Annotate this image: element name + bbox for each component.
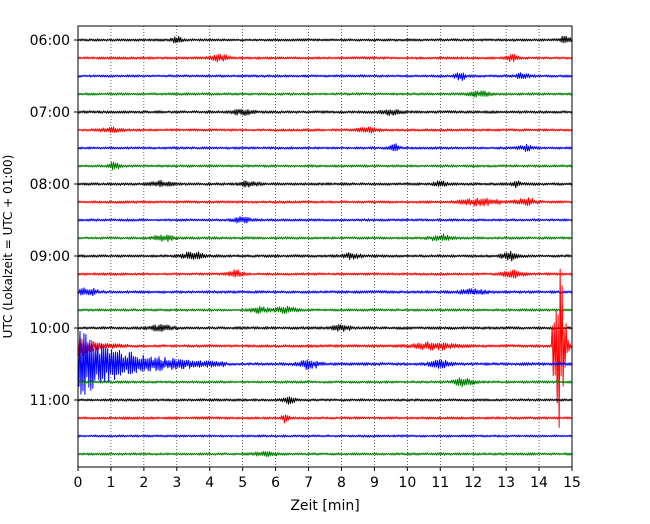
trace-0615 xyxy=(77,53,573,63)
plot-frame xyxy=(77,25,573,468)
trace-0715 xyxy=(77,126,573,134)
y-tick-label-0600: 06:00 xyxy=(30,33,70,49)
x-tick-label-5: 5 xyxy=(238,475,247,491)
y-axis-label: UTC (Lokalzeit = UTC + 01:00) xyxy=(1,155,15,339)
x-axis-ticks: 0 1 2 3 4 5 6 7 8 9 10 11 12 13 14 15 xyxy=(74,467,581,491)
y-tick-label-1000: 10:00 xyxy=(30,321,70,337)
trace-0815 xyxy=(77,197,573,207)
y-tick-label-0900: 09:00 xyxy=(30,249,70,265)
trace-0845 xyxy=(77,233,573,243)
trace-0945 xyxy=(77,305,573,315)
x-tick-label-13: 13 xyxy=(497,475,515,491)
x-tick-label-1: 1 xyxy=(106,475,115,491)
trace-0730 xyxy=(77,143,573,152)
trace-1045 xyxy=(77,377,573,388)
y-tick-label-0800: 08:00 xyxy=(30,177,70,193)
trace-0700 xyxy=(77,108,573,116)
trace-1030 xyxy=(77,330,573,395)
x-tick-label-10: 10 xyxy=(398,475,416,491)
x-tick-label-8: 8 xyxy=(337,475,346,491)
x-tick-label-11: 11 xyxy=(431,475,449,491)
x-tick-label-0: 0 xyxy=(74,475,83,491)
x-axis-label: Zeit [min] xyxy=(290,498,359,514)
x-tick-label-3: 3 xyxy=(172,475,181,491)
trace-0830 xyxy=(77,216,573,224)
trace-0600 xyxy=(77,35,573,44)
x-tick-label-7: 7 xyxy=(304,475,313,491)
x-tick-label-2: 2 xyxy=(139,475,148,491)
x-tick-label-15: 15 xyxy=(563,475,581,491)
trace-0900 xyxy=(77,250,573,262)
trace-0915 xyxy=(77,269,573,279)
trace-0645 xyxy=(77,90,573,98)
trace-0745 xyxy=(77,161,573,171)
x-tick-label-14: 14 xyxy=(530,475,548,491)
x-tick-label-6: 6 xyxy=(271,475,280,491)
trace-0800 xyxy=(77,179,573,189)
trace-1130 xyxy=(77,434,573,438)
x-tick-label-4: 4 xyxy=(205,475,214,491)
trace-1115 xyxy=(77,414,573,424)
trace-0630 xyxy=(77,72,573,82)
trace-0930 xyxy=(77,287,573,297)
y-tick-label-0700: 07:00 xyxy=(30,105,70,121)
y-axis-ticks: 06:00 07:00 08:00 09:00 10:00 11:00 xyxy=(30,33,78,409)
trace-1100 xyxy=(77,396,573,405)
trace-1145 xyxy=(77,450,573,458)
x-tick-label-9: 9 xyxy=(370,475,379,491)
trace-1015 xyxy=(77,268,573,428)
x-tick-label-12: 12 xyxy=(464,475,482,491)
y-tick-label-1100: 11:00 xyxy=(30,393,70,409)
trace-layer xyxy=(77,35,573,458)
trace-1000 xyxy=(77,324,573,332)
